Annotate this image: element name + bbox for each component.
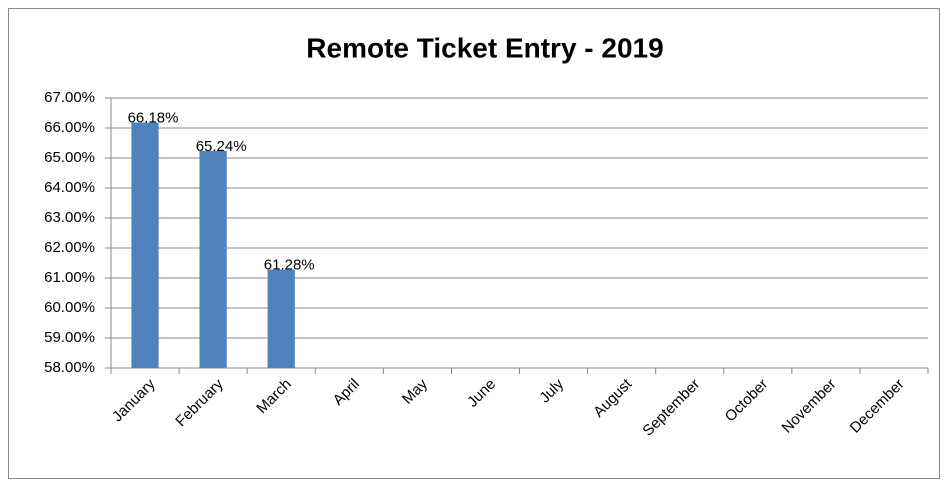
chart-border — [8, 8, 940, 479]
data-label: 65.24% — [196, 138, 247, 155]
bar — [131, 122, 159, 368]
bar — [199, 150, 227, 368]
y-tick-label: 66.00% — [44, 119, 95, 136]
bar — [267, 269, 295, 368]
y-tick-label: 65.00% — [44, 149, 95, 166]
data-label: 61.28% — [264, 257, 315, 274]
y-tick-label: 63.00% — [44, 209, 95, 226]
y-tick-label: 61.00% — [44, 269, 95, 286]
data-label: 66.18% — [128, 110, 179, 127]
y-tick-label: 58.00% — [44, 359, 95, 376]
y-tick-label: 62.00% — [44, 239, 95, 256]
y-tick-label: 64.00% — [44, 179, 95, 196]
y-tick-label: 60.00% — [44, 299, 95, 316]
y-tick-label: 67.00% — [44, 89, 95, 106]
chart-title: Remote Ticket Entry - 2019 — [306, 32, 663, 63]
y-tick-label: 59.00% — [44, 329, 95, 346]
